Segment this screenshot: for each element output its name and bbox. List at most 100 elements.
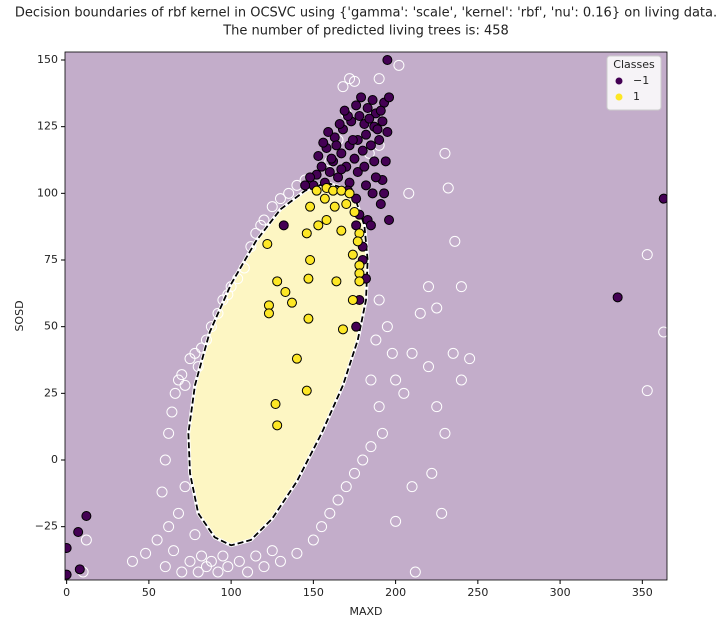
data-point bbox=[359, 161, 370, 172]
unlabeled-point bbox=[455, 374, 467, 386]
data-point bbox=[74, 564, 85, 575]
unlabeled-point bbox=[233, 555, 245, 567]
unlabeled-point bbox=[423, 361, 435, 373]
unlabeled-point bbox=[406, 347, 418, 359]
x-tick-label: 200 bbox=[385, 586, 406, 599]
unlabeled-point bbox=[126, 555, 138, 567]
decision-boundary bbox=[187, 181, 369, 547]
data-point bbox=[349, 153, 360, 164]
data-point bbox=[351, 321, 362, 332]
unlabeled-point bbox=[159, 454, 171, 466]
unlabeled-point bbox=[80, 534, 92, 546]
data-point bbox=[286, 297, 297, 308]
data-point bbox=[263, 308, 274, 319]
plot-background bbox=[65, 52, 667, 580]
unlabeled-point bbox=[166, 406, 178, 418]
y-tick-label: 0 bbox=[51, 453, 58, 466]
chart-title: Decision boundaries of rbf kernel in OCS… bbox=[15, 6, 717, 21]
data-point bbox=[379, 188, 390, 199]
unlabeled-point bbox=[414, 307, 426, 319]
unlabeled-point bbox=[151, 534, 163, 546]
y-tick-label: 50 bbox=[44, 320, 58, 333]
unlabeled-point bbox=[390, 515, 402, 527]
unlabeled-point bbox=[179, 481, 191, 493]
x-tick-label: 350 bbox=[632, 586, 653, 599]
data-point bbox=[336, 164, 347, 175]
unlabeled-point bbox=[242, 566, 254, 578]
unlabeled-point bbox=[436, 507, 448, 519]
data-point bbox=[384, 92, 395, 103]
unlabeled-point bbox=[316, 521, 328, 533]
unlabeled-point bbox=[373, 401, 385, 413]
unlabeled-point bbox=[658, 326, 667, 338]
unlabeled-point bbox=[455, 281, 467, 293]
data-point bbox=[370, 172, 381, 183]
data-point bbox=[351, 193, 362, 204]
unlabeled-point bbox=[332, 494, 344, 506]
data-point bbox=[331, 140, 342, 151]
data-point bbox=[374, 135, 385, 145]
x-tick-label: 300 bbox=[550, 586, 571, 599]
unlabeled-point bbox=[431, 302, 443, 314]
unlabeled-point bbox=[212, 307, 224, 319]
unlabeled-point bbox=[406, 481, 418, 493]
data-point bbox=[344, 188, 355, 199]
unlabeled-point bbox=[340, 481, 352, 493]
plot-frame bbox=[64, 51, 668, 581]
unlabeled-point bbox=[447, 347, 459, 359]
unlabeled-point bbox=[196, 550, 208, 562]
data-point bbox=[65, 569, 72, 580]
unlabeled-point bbox=[168, 545, 180, 557]
data-point bbox=[81, 511, 92, 521]
data-point bbox=[365, 220, 376, 231]
data-point bbox=[382, 127, 393, 137]
unlabeled-point bbox=[212, 566, 224, 578]
data-point bbox=[303, 273, 314, 284]
data-point bbox=[316, 161, 327, 172]
data-point bbox=[372, 124, 383, 135]
unlabeled-point bbox=[250, 550, 262, 562]
unlabeled-point bbox=[442, 182, 454, 194]
unlabeled-point bbox=[291, 547, 303, 559]
unlabeled-point bbox=[398, 387, 410, 399]
data-point bbox=[303, 313, 314, 324]
unlabeled-point bbox=[376, 427, 388, 439]
unlabeled-point bbox=[373, 73, 385, 85]
data-point bbox=[323, 127, 334, 137]
unlabeled-point bbox=[169, 387, 181, 399]
data-point bbox=[326, 153, 337, 164]
data-point bbox=[334, 119, 345, 129]
data-point bbox=[349, 207, 360, 217]
y-tick-label: 150 bbox=[37, 53, 58, 66]
data-point bbox=[305, 172, 316, 183]
x-axis-label: MAXD bbox=[349, 605, 382, 618]
data-point bbox=[352, 167, 363, 177]
unlabeled-point bbox=[357, 454, 369, 466]
data-point bbox=[344, 177, 355, 188]
unlabeled-point bbox=[426, 467, 438, 479]
unlabeled-point bbox=[423, 281, 435, 293]
data-point bbox=[301, 228, 312, 239]
unlabeled-point bbox=[324, 507, 336, 519]
data-point bbox=[364, 113, 375, 124]
data-point bbox=[367, 95, 378, 105]
x-tick-label: 50 bbox=[142, 586, 156, 599]
decision-region bbox=[188, 182, 368, 546]
unlabeled-point bbox=[348, 467, 360, 479]
unlabeled-point bbox=[222, 561, 234, 573]
plot-area bbox=[65, 55, 667, 580]
unlabeled-point bbox=[189, 347, 201, 359]
data-point bbox=[352, 236, 363, 247]
x-tick-label: 0 bbox=[63, 586, 70, 599]
data-point bbox=[73, 527, 84, 537]
unlabeled-point bbox=[439, 427, 451, 439]
unlabeled-point bbox=[266, 201, 278, 213]
y-tick-label: 25 bbox=[44, 386, 58, 399]
data-point bbox=[347, 295, 358, 305]
unlabeled-point bbox=[176, 369, 188, 381]
data-point bbox=[329, 201, 340, 212]
data-point bbox=[357, 145, 368, 156]
chart-subtitle: The number of predicted living trees is:… bbox=[222, 24, 509, 39]
data-point bbox=[262, 239, 273, 249]
